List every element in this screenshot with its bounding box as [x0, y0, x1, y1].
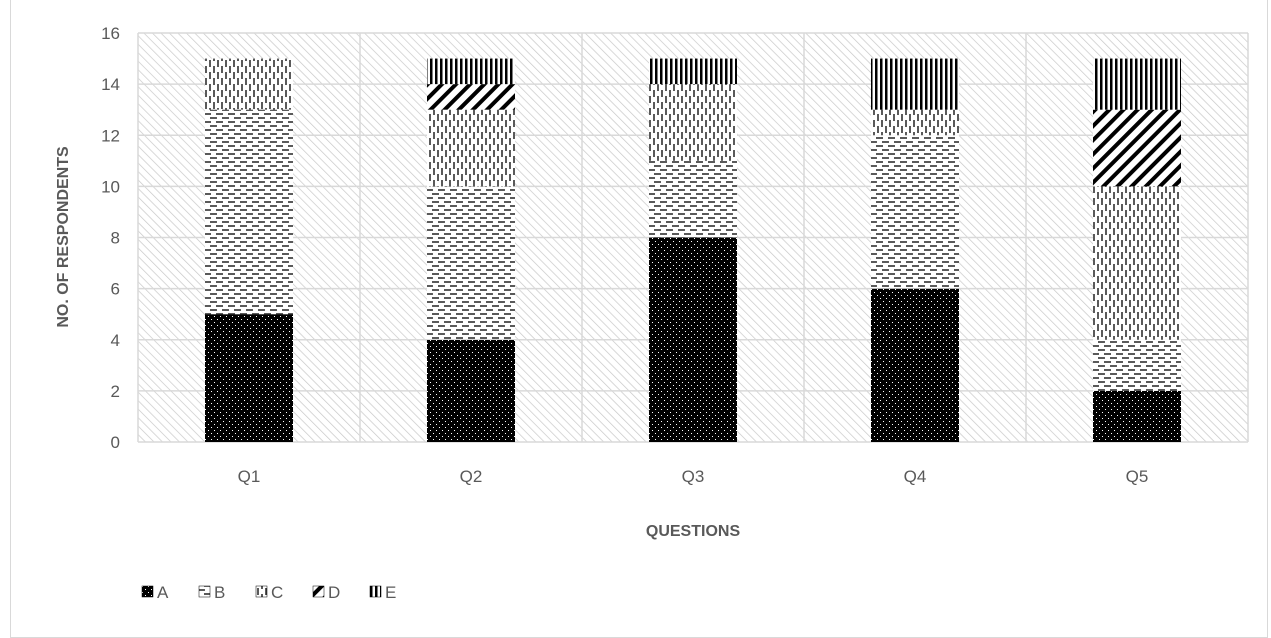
y-tick-label: 10: [101, 177, 120, 196]
y-tick-label: 8: [111, 229, 120, 248]
y-axis-title: NO. OF RESPONDENTS: [55, 146, 72, 328]
y-tick-label: 4: [111, 331, 120, 350]
bar-D-Q5: [1093, 109, 1181, 187]
y-tick-label: 14: [101, 75, 120, 94]
bars: [205, 58, 1181, 442]
x-axis-title: QUESTIONS: [646, 523, 741, 540]
bar-A-Q5: [1093, 390, 1181, 442]
bar-E-Q5: [1093, 58, 1181, 110]
legend-label-D: D: [328, 583, 340, 602]
legend-label-A: A: [157, 583, 169, 602]
bar-C-Q4: [871, 109, 959, 136]
bar-C-Q5: [1093, 186, 1181, 340]
legend-label-C: C: [271, 583, 283, 602]
axes: 0 2 4 6 8 10 12 14 16 Q1 Q2 Q3 Q4 Q5: [101, 24, 1148, 486]
bar-C-Q3: [649, 84, 737, 161]
bar-B-Q4: [871, 135, 959, 289]
bar-C-Q2: [427, 109, 515, 187]
bar-A-Q4: [871, 288, 959, 442]
legend-swatch-E: [369, 585, 382, 598]
legend: A B C D E: [141, 583, 396, 602]
bar-E-Q4: [871, 58, 959, 110]
x-tick-label: Q1: [238, 467, 261, 486]
bar-E-Q2: [427, 58, 515, 85]
bar-B-Q1: [205, 109, 293, 315]
bar-B-Q2: [427, 186, 515, 340]
legend-swatch-B: [198, 585, 211, 598]
x-tick-label: Q5: [1126, 467, 1149, 486]
x-tick-label: Q4: [904, 467, 927, 486]
bar-A-Q1: [205, 314, 293, 442]
legend-label-E: E: [385, 583, 396, 602]
bar-B-Q5: [1093, 339, 1181, 391]
bar-E-Q3: [649, 58, 737, 85]
y-tick-label: 0: [111, 433, 120, 452]
legend-swatch-D: [312, 585, 325, 598]
legend-label-B: B: [214, 583, 225, 602]
bar-A-Q2: [427, 339, 515, 442]
x-tick-label: Q2: [460, 467, 483, 486]
y-tick-label: 16: [101, 24, 120, 43]
legend-swatch-A: [141, 585, 154, 598]
bar-D-Q2: [427, 84, 515, 110]
x-tick-label: Q3: [682, 467, 705, 486]
y-tick-label: 6: [111, 280, 120, 299]
y-tick-label: 12: [101, 126, 120, 145]
bar-B-Q3: [649, 160, 737, 238]
bar-C-Q1: [205, 58, 293, 110]
legend-swatch-C: [255, 585, 268, 598]
y-tick-label: 2: [111, 382, 120, 401]
bar-A-Q3: [649, 237, 737, 442]
